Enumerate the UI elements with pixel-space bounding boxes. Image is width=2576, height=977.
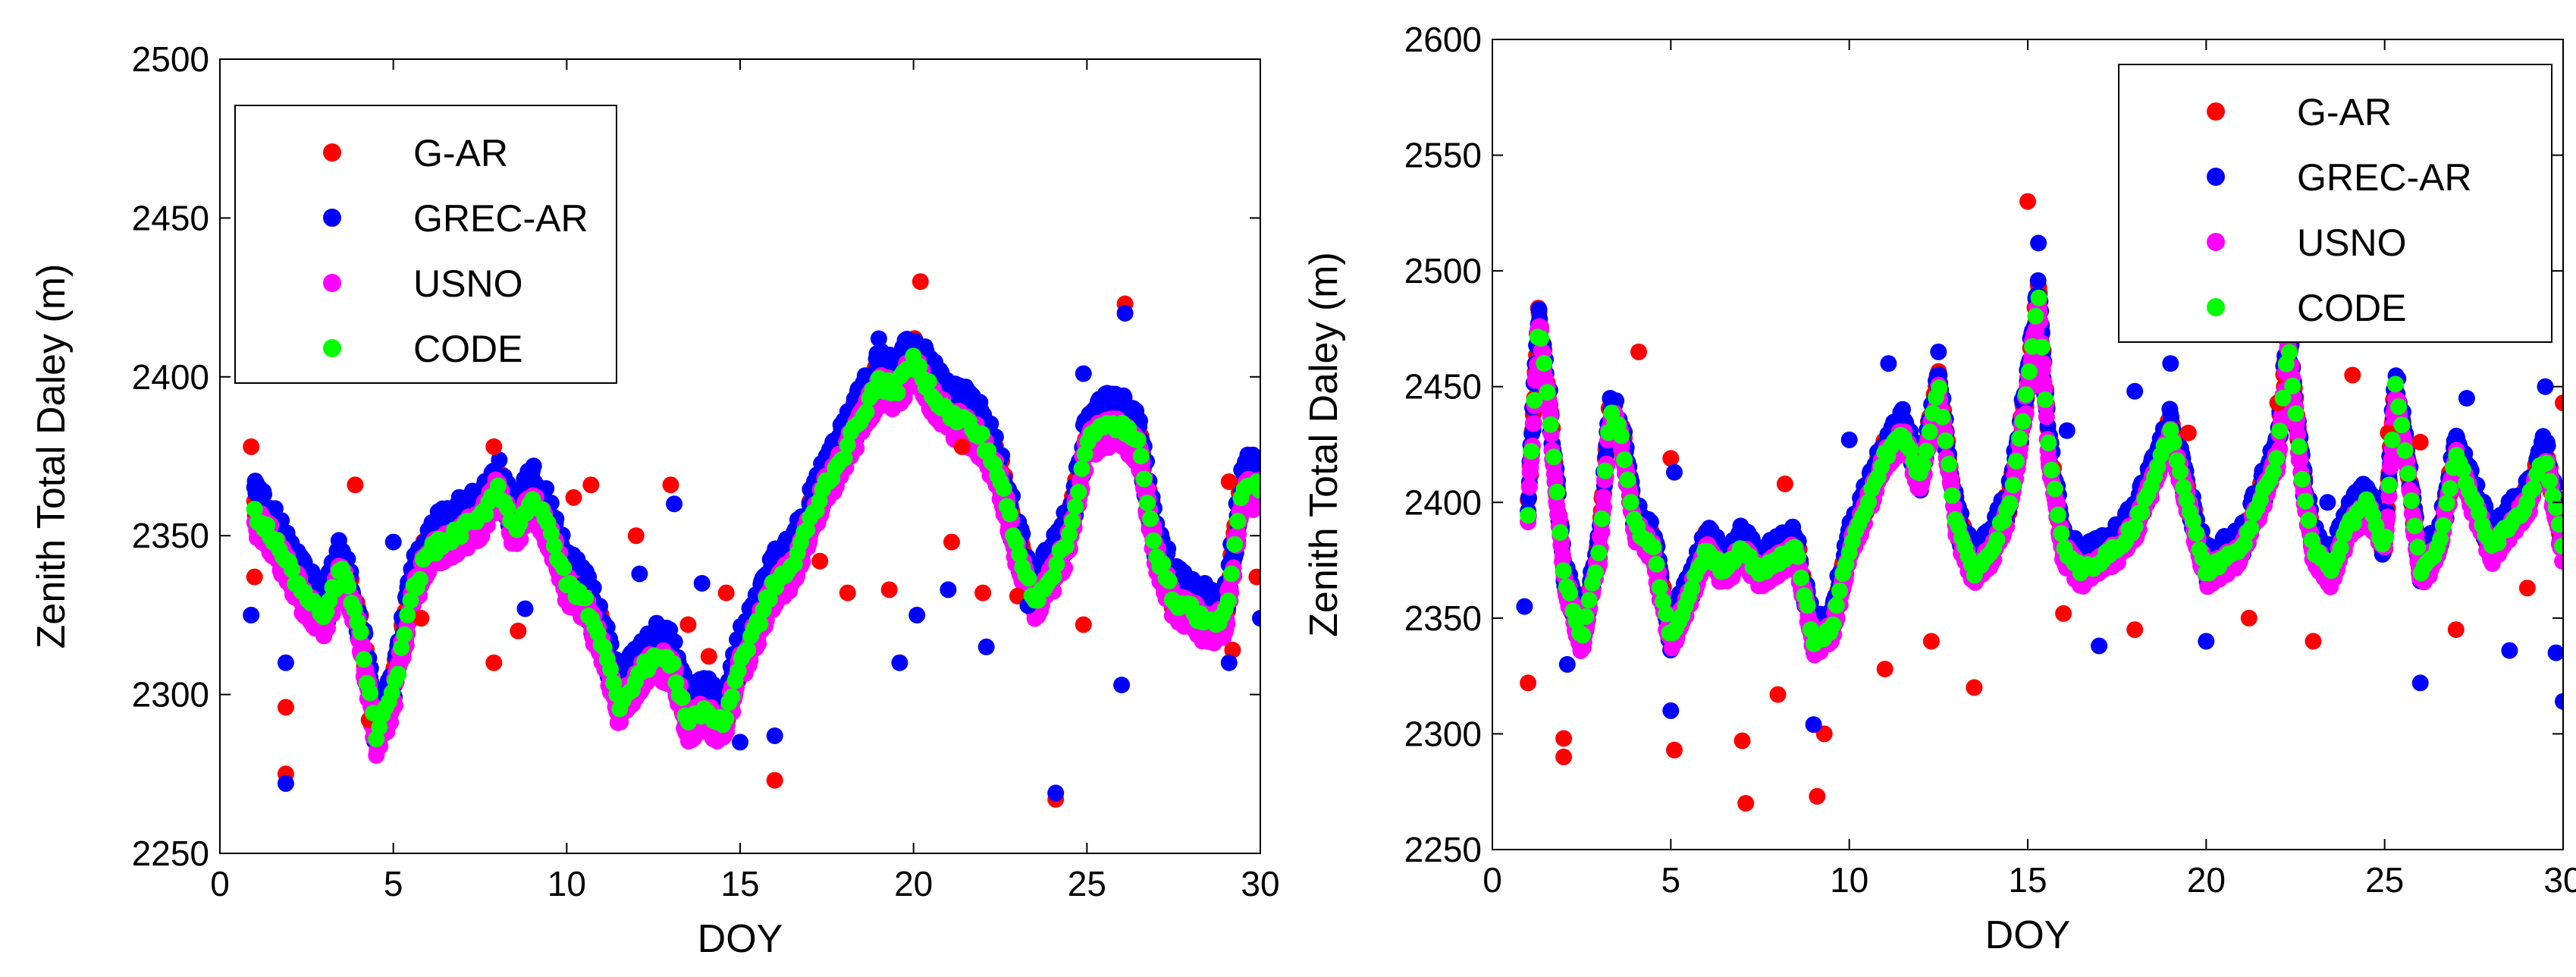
- point-code-26: [327, 581, 344, 598]
- point-code-12: [284, 561, 301, 579]
- outlier-grec-ar-4: [516, 600, 534, 617]
- outlier-g-ar-21: [911, 273, 929, 291]
- outlier-grec-ar-0: [243, 606, 260, 624]
- outlier-grec-ar-3: [384, 533, 402, 551]
- outlier-grec-ar-19: [1113, 677, 1131, 693]
- point-code-0: [246, 501, 263, 518]
- point-code-32: [346, 601, 363, 618]
- outliers-g-ar: [243, 273, 1260, 808]
- outlier-g-ar-24: [974, 584, 992, 602]
- outlier-g-ar-30: [1224, 642, 1241, 658]
- outlier-g-ar-22: [943, 533, 960, 551]
- outlier-grec-ar-15: [977, 638, 995, 655]
- outlier-g-ar-0: [243, 438, 260, 455]
- outlier-g-ar-23: [953, 438, 971, 455]
- outlier-grec-ar-6: [631, 565, 648, 583]
- outlier-g-ar-1: [246, 568, 263, 586]
- outlier-grec-ar-22: [1220, 654, 1238, 671]
- outlier-grec-ar-2: [277, 654, 294, 671]
- outlier-g-ar-27: [1075, 616, 1092, 633]
- point-code-46: [390, 665, 407, 683]
- chart-panel-1: 0 5 10 15 20 25 30225023002350240024502500DOYZ…: [30, 39, 1280, 961]
- point-code-40: [371, 718, 388, 736]
- outlier-grec-ar-14: [940, 581, 957, 598]
- point-usno-174: [355, 638, 372, 655]
- outlier-g-ar-2: [277, 699, 294, 716]
- point-grec-ar-447: [525, 457, 542, 475]
- outlier-grec-ar-1: [277, 774, 294, 792]
- outlier-g-ar-6: [413, 610, 430, 627]
- outliers-grec-ar: [243, 305, 1260, 802]
- point-code-81: [499, 500, 516, 517]
- outlier-g-ar-8: [485, 438, 503, 455]
- outlier-g-ar-15: [700, 648, 717, 665]
- outlier-g-ar-29: [1220, 473, 1238, 490]
- point-grec-ar-15: [256, 485, 273, 503]
- outlier-g-ar-7: [485, 654, 503, 671]
- point-code-4: [259, 517, 276, 533]
- outlier-grec-ar-23: [1252, 610, 1260, 627]
- point-code-34: [352, 624, 369, 641]
- point-grec-ar-673: [666, 633, 683, 651]
- point-code-48: [396, 626, 413, 643]
- outlier-g-ar-11: [582, 476, 600, 494]
- outlier-grec-ar-10: [766, 727, 783, 744]
- outlier-g-ar-12: [627, 527, 645, 545]
- point-code-53: [411, 570, 428, 588]
- outlier-grec-ar-7: [666, 495, 683, 513]
- point-code-49: [399, 606, 416, 624]
- outlier-grec-ar-9: [732, 734, 748, 751]
- outlier-grec-ar-21: [1196, 575, 1213, 592]
- point-code-78: [489, 477, 507, 495]
- plot-marks: [243, 273, 1260, 808]
- outlier-g-ar-9: [510, 622, 527, 639]
- point-code-30: [340, 577, 357, 595]
- point-code-50: [402, 592, 419, 609]
- outlier-g-ar-14: [679, 616, 697, 633]
- outlier-g-ar-17: [766, 771, 783, 789]
- outlier-grec-ar-12: [891, 654, 908, 671]
- point-code-47: [393, 639, 410, 656]
- outlier-g-ar-10: [565, 488, 582, 506]
- outlier-grec-ar-8: [693, 575, 711, 592]
- outlier-g-ar-13: [662, 476, 679, 494]
- outlier-grec-ar-17: [1047, 784, 1065, 802]
- point-code-35: [355, 651, 372, 668]
- point-grec-ar-392: [491, 451, 508, 469]
- series-code: [246, 347, 1260, 748]
- outlier-g-ar-31: [1248, 568, 1260, 586]
- outlier-g-ar-20: [880, 581, 898, 598]
- outlier-grec-ar-18: [1075, 365, 1092, 382]
- point-code-37: [362, 684, 378, 702]
- outlier-grec-ar-13: [908, 606, 926, 624]
- outlier-grec-ar-20: [1116, 305, 1134, 322]
- point-code-96: [545, 537, 563, 554]
- outlier-g-ar-18: [811, 552, 829, 570]
- outlier-grec-ar-11: [870, 330, 887, 347]
- outlier-g-ar-4: [347, 476, 364, 494]
- outlier-g-ar-16: [717, 584, 735, 602]
- outlier-g-ar-19: [839, 584, 856, 602]
